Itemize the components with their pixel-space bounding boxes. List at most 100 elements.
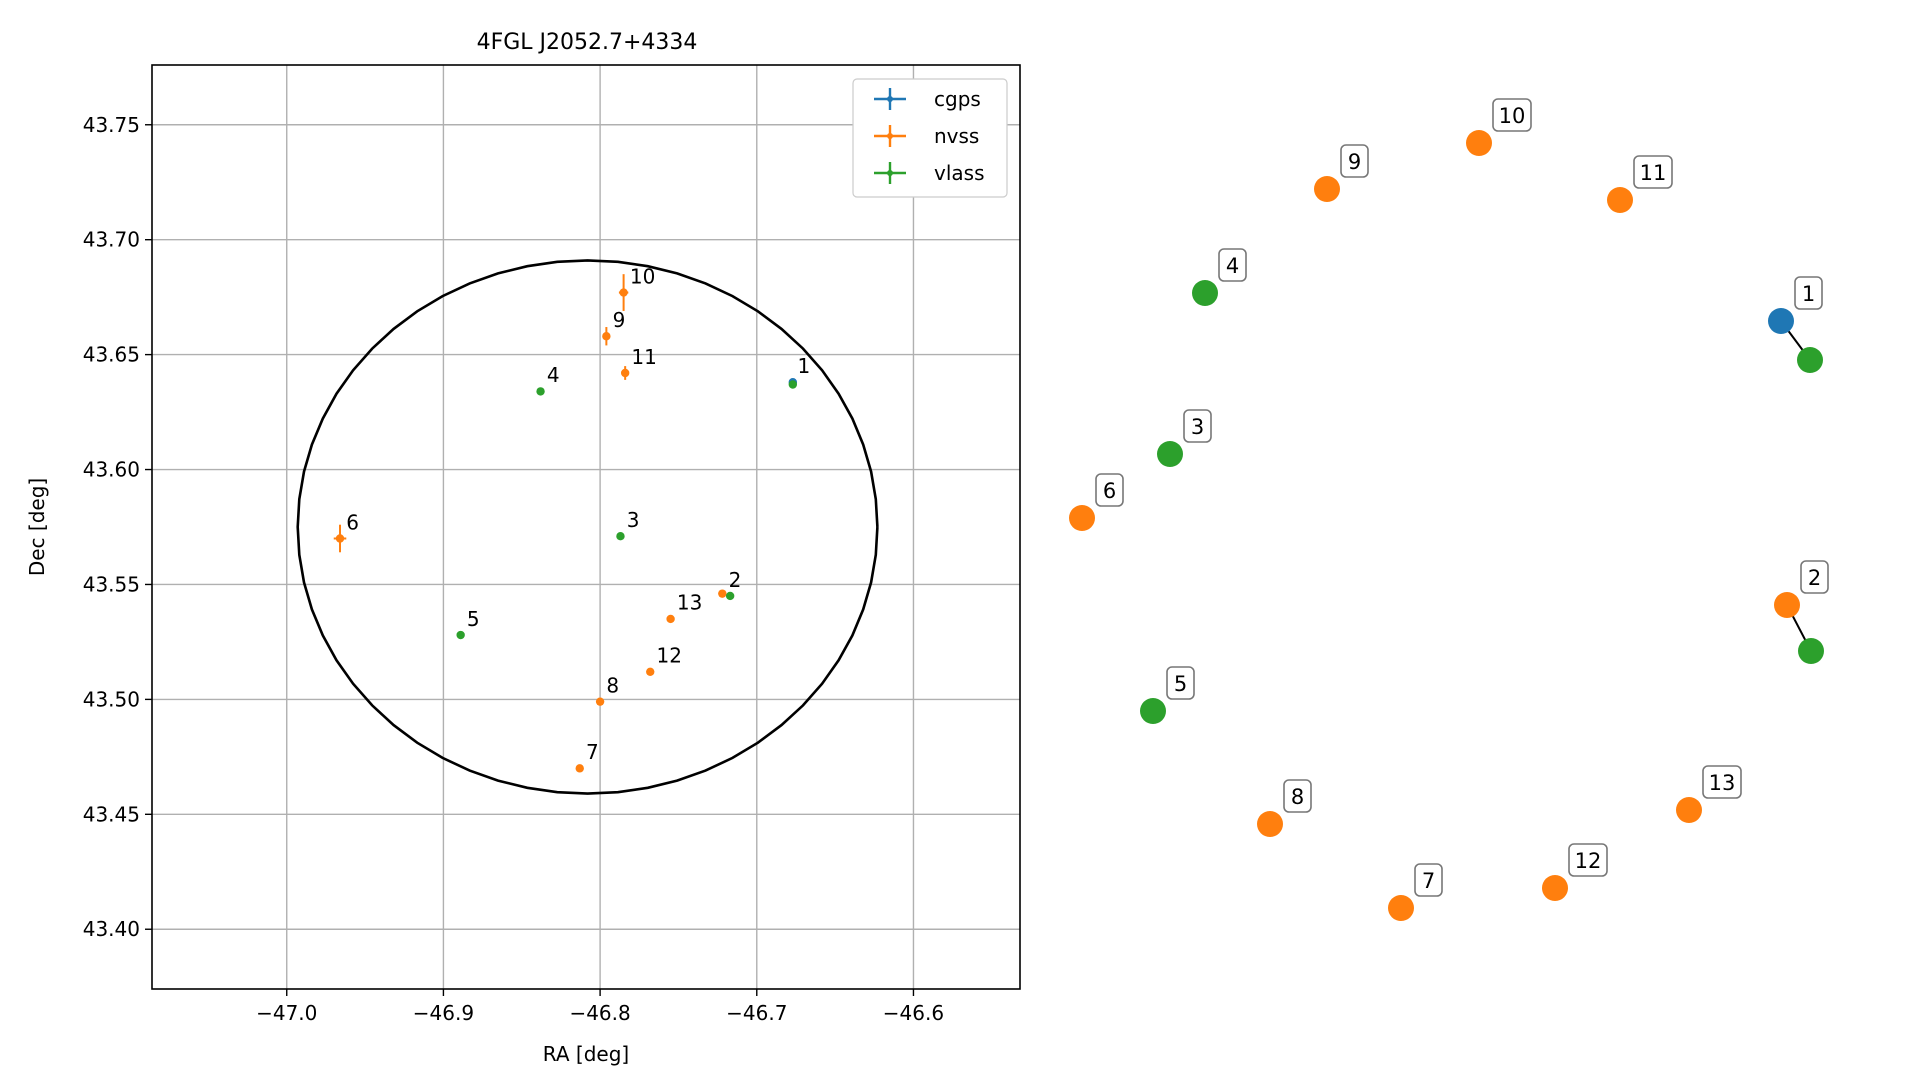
marker <box>536 387 545 396</box>
network-node: 11 <box>1607 155 1673 213</box>
y-tick-label: 43.45 <box>83 802 140 826</box>
node-label: 7 <box>1422 869 1435 893</box>
vlass-point <box>456 630 465 640</box>
node-marker <box>1192 280 1218 306</box>
legend-item-vlass: vlass <box>874 161 985 185</box>
marker <box>335 534 345 543</box>
marker <box>666 614 675 624</box>
legend-swatch-dot <box>887 133 893 139</box>
node-label-box <box>1283 779 1312 813</box>
node-marker <box>1774 592 1800 618</box>
nvss-point <box>595 697 605 706</box>
point-label: 3 <box>627 508 640 532</box>
nvss-point <box>618 274 629 311</box>
point-label: 11 <box>631 345 656 369</box>
nvss-point <box>646 667 655 677</box>
marker <box>788 380 798 389</box>
marker <box>602 332 611 341</box>
node-marker <box>1157 441 1183 467</box>
vlass-point <box>788 380 798 389</box>
node-marker <box>1466 130 1492 156</box>
y-tick-label: 43.50 <box>83 687 140 711</box>
node-marker <box>1069 505 1095 531</box>
point-label: 9 <box>613 308 626 332</box>
node-label: 13 <box>1709 771 1736 795</box>
x-tick-label: −46.6 <box>883 1001 944 1025</box>
node-marker <box>1797 347 1823 373</box>
point-label: 4 <box>547 363 560 387</box>
y-tick-label: 43.60 <box>83 458 140 482</box>
nvss-point <box>333 524 347 553</box>
node-label-box <box>1183 409 1212 443</box>
legend-item-nvss: nvss <box>874 124 979 148</box>
legend-label: nvss <box>934 124 979 148</box>
y-tick-label: 43.40 <box>83 917 140 941</box>
node-label-box <box>1166 666 1195 700</box>
grid <box>152 65 1020 989</box>
nvss-point <box>666 614 675 624</box>
point-label: 13 <box>677 591 702 615</box>
legend: cgps nvss vlass <box>852 78 1008 198</box>
node-label: 10 <box>1499 104 1526 128</box>
network-node: 12 <box>1542 843 1608 901</box>
network-node: 13 <box>1676 765 1742 823</box>
network-node: 10 <box>1466 98 1532 156</box>
node-label: 12 <box>1575 849 1602 873</box>
node-marker <box>1542 875 1568 901</box>
network-node: 3 <box>1157 409 1212 467</box>
marker <box>595 697 605 706</box>
node-label: 6 <box>1103 479 1116 503</box>
vlass-point <box>725 591 735 601</box>
node-marker <box>1140 698 1166 724</box>
y-axis-label: Dec [deg] <box>25 478 49 576</box>
node-label: 3 <box>1191 415 1204 439</box>
network-node: 6 <box>1069 473 1124 531</box>
node-label-box <box>1633 155 1673 189</box>
y-tick-label: 43.65 <box>83 343 140 367</box>
vlass-point <box>616 531 625 541</box>
localization-ellipse <box>296 259 879 795</box>
node-label-box <box>1218 248 1247 282</box>
node-label: 9 <box>1348 150 1361 174</box>
node-marker <box>1257 811 1283 837</box>
node-label-box <box>1702 765 1742 799</box>
node-label-box <box>1794 276 1823 310</box>
marker <box>575 764 584 773</box>
marker <box>616 531 625 541</box>
nvss-point <box>620 366 630 380</box>
node-label-box <box>1340 144 1369 178</box>
nvss-point <box>575 764 584 773</box>
marker <box>620 368 630 378</box>
node-label-box <box>1095 473 1124 507</box>
network-node <box>1797 347 1823 373</box>
legend-swatch-dot <box>887 96 893 102</box>
network-node: 4 <box>1192 248 1247 306</box>
point-label: 1 <box>798 354 811 378</box>
node-marker <box>1768 308 1794 334</box>
x-axis-label: RA [deg] <box>543 1042 629 1066</box>
marker <box>456 630 465 640</box>
node-marker <box>1314 176 1340 202</box>
marker <box>646 667 655 677</box>
node-label-box <box>1568 843 1608 877</box>
nvss-point <box>602 327 611 346</box>
node-label: 5 <box>1174 672 1187 696</box>
axes-frame <box>151 64 1021 990</box>
x-tick-label: −46.7 <box>726 1001 787 1025</box>
y-tick-label: 43.55 <box>83 572 140 596</box>
node-label: 8 <box>1291 785 1304 809</box>
legend-label: cgps <box>934 87 981 111</box>
node-label: 2 <box>1808 566 1821 590</box>
network-node: 1 <box>1768 276 1823 334</box>
vlass-point <box>536 387 545 396</box>
point-label: 10 <box>630 264 655 288</box>
axis-ticks: −47.0 −46.9 −46.8 −46.7 −46.6 43.40 43.45 43.50… <box>83 113 944 1025</box>
y-tick-label: 43.70 <box>83 228 140 252</box>
legend-box <box>852 78 1008 198</box>
marker <box>725 591 735 601</box>
chart-title: 4FGL J2052.7+4334 <box>477 30 698 55</box>
